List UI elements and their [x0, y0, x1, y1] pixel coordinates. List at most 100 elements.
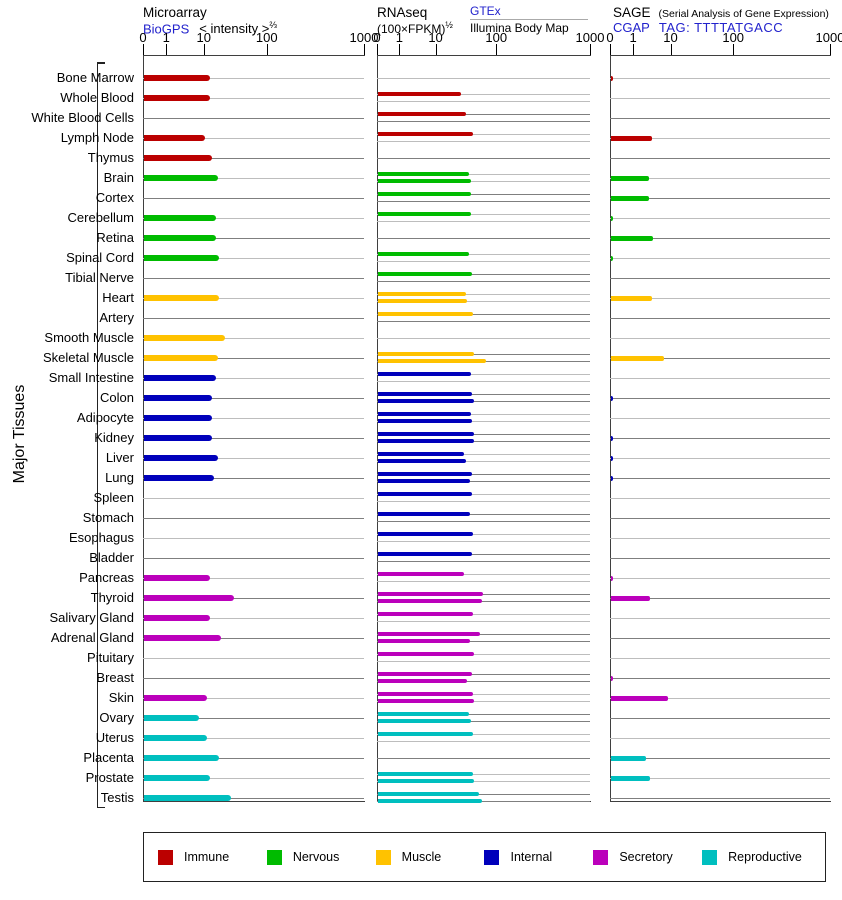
row-track	[377, 674, 590, 675]
row-track	[143, 518, 364, 519]
row-track	[377, 174, 590, 175]
expression-bar	[378, 192, 472, 196]
row-track	[610, 798, 830, 799]
row-track	[610, 158, 830, 159]
tissue-label: Pituitary	[87, 650, 134, 665]
expression-bar	[378, 359, 486, 363]
axis-tick-mark	[143, 44, 144, 55]
major-tissues-bracket	[97, 62, 98, 808]
axis-tick-label: 10	[663, 30, 678, 45]
expression-bar	[611, 235, 653, 241]
row-track	[143, 158, 364, 159]
tissue-label: Prostate	[85, 770, 134, 785]
row-track	[377, 661, 590, 662]
row-track	[377, 421, 590, 422]
expression-bar	[144, 475, 214, 481]
rnaseq-scale-exponent: ½	[445, 20, 453, 30]
expression-bar	[378, 352, 474, 356]
sage-title-note: (Serial Analysis of Gene Expression)	[658, 8, 829, 20]
expression-bar	[378, 572, 464, 576]
row-track	[377, 781, 590, 782]
tissue-label: Skin	[108, 690, 134, 705]
biogps-link[interactable]: BioGPS	[143, 21, 190, 37]
row-track	[377, 614, 590, 615]
row-track	[377, 621, 590, 622]
microarray-subtitle: BioGPS < intensity >⅔	[143, 20, 277, 36]
tissue-label: Adipocyte	[76, 410, 134, 425]
axis-tick-mark	[670, 44, 672, 55]
gtex-link[interactable]: GTEx	[470, 4, 501, 18]
row-track	[143, 758, 364, 759]
rnaseq-scale-label: (100×FPKM)	[377, 22, 446, 36]
expression-bar	[378, 432, 474, 436]
row-track	[377, 574, 590, 575]
row-track	[377, 94, 590, 95]
axis-tick-mark	[733, 44, 735, 55]
row-track	[143, 598, 364, 599]
expression-bar	[611, 175, 649, 181]
expression-bar	[144, 755, 220, 761]
row-track	[377, 434, 590, 435]
row-track	[143, 318, 364, 319]
row-track	[377, 521, 590, 522]
expression-bar	[378, 132, 474, 136]
row-track	[143, 378, 364, 379]
expression-bar	[378, 532, 474, 536]
expression-bar	[378, 772, 474, 776]
row-track	[377, 114, 590, 115]
row-track	[610, 558, 830, 559]
tissue-label: Breast	[96, 670, 134, 685]
legend-items: Immune Nervous Muscle Internal Secretory Repr…	[158, 849, 811, 865]
legend-label: Immune	[184, 850, 230, 864]
expression-bar	[144, 735, 208, 741]
expression-bar	[378, 672, 473, 676]
row-track	[143, 458, 364, 459]
legend-swatch-immune	[158, 849, 173, 865]
expression-bar	[611, 295, 652, 301]
tissue-label: Colon	[100, 390, 134, 405]
row-track	[377, 461, 590, 462]
axis-tick-mark	[633, 44, 635, 55]
tissue-label: Artery	[99, 310, 134, 325]
expression-bar	[378, 392, 472, 396]
expression-bar	[144, 695, 208, 701]
gtex-divider	[470, 19, 588, 20]
row-track	[377, 494, 590, 495]
expression-bar	[611, 355, 664, 361]
tissue-label: Lymph Node	[60, 130, 134, 145]
sage-tag-link[interactable]: TAG: TTTTATGACC	[658, 20, 784, 35]
expression-bar	[144, 335, 226, 341]
expression-bar	[378, 632, 481, 636]
row-track	[610, 678, 830, 679]
row-track	[377, 281, 590, 282]
axis-tick-mark	[399, 44, 401, 55]
row-track	[610, 298, 830, 299]
row-track	[610, 738, 830, 739]
expression-bar	[378, 179, 472, 183]
expression-bar	[378, 439, 474, 443]
row-track	[377, 301, 590, 302]
tissue-label: Pancreas	[79, 570, 134, 585]
row-track	[377, 338, 590, 339]
cgap-link[interactable]: CGAP	[613, 20, 650, 35]
rnaseq-subtitle: (100×FPKM)½	[377, 20, 453, 36]
bracket-top-arm	[97, 62, 105, 64]
axis-tick-mark	[435, 44, 437, 55]
row-track	[610, 638, 830, 639]
legend-item-secretory: Secretory	[593, 849, 702, 865]
axis-tick-label: 1000	[815, 30, 842, 45]
expression-bar	[144, 615, 210, 621]
expression-bar	[144, 375, 216, 381]
tissue-label: Liver	[105, 450, 134, 465]
expression-bar	[611, 255, 614, 261]
expression-bar	[378, 492, 472, 496]
row-track	[610, 778, 830, 779]
expression-bar	[378, 299, 468, 303]
legend-item-immune: Immune	[158, 849, 267, 865]
row-track	[377, 261, 590, 262]
row-track	[610, 178, 830, 179]
expression-bar	[378, 592, 483, 596]
row-track	[143, 738, 364, 739]
expression-bar	[378, 92, 461, 96]
tissue-label: Thyroid	[90, 590, 134, 605]
